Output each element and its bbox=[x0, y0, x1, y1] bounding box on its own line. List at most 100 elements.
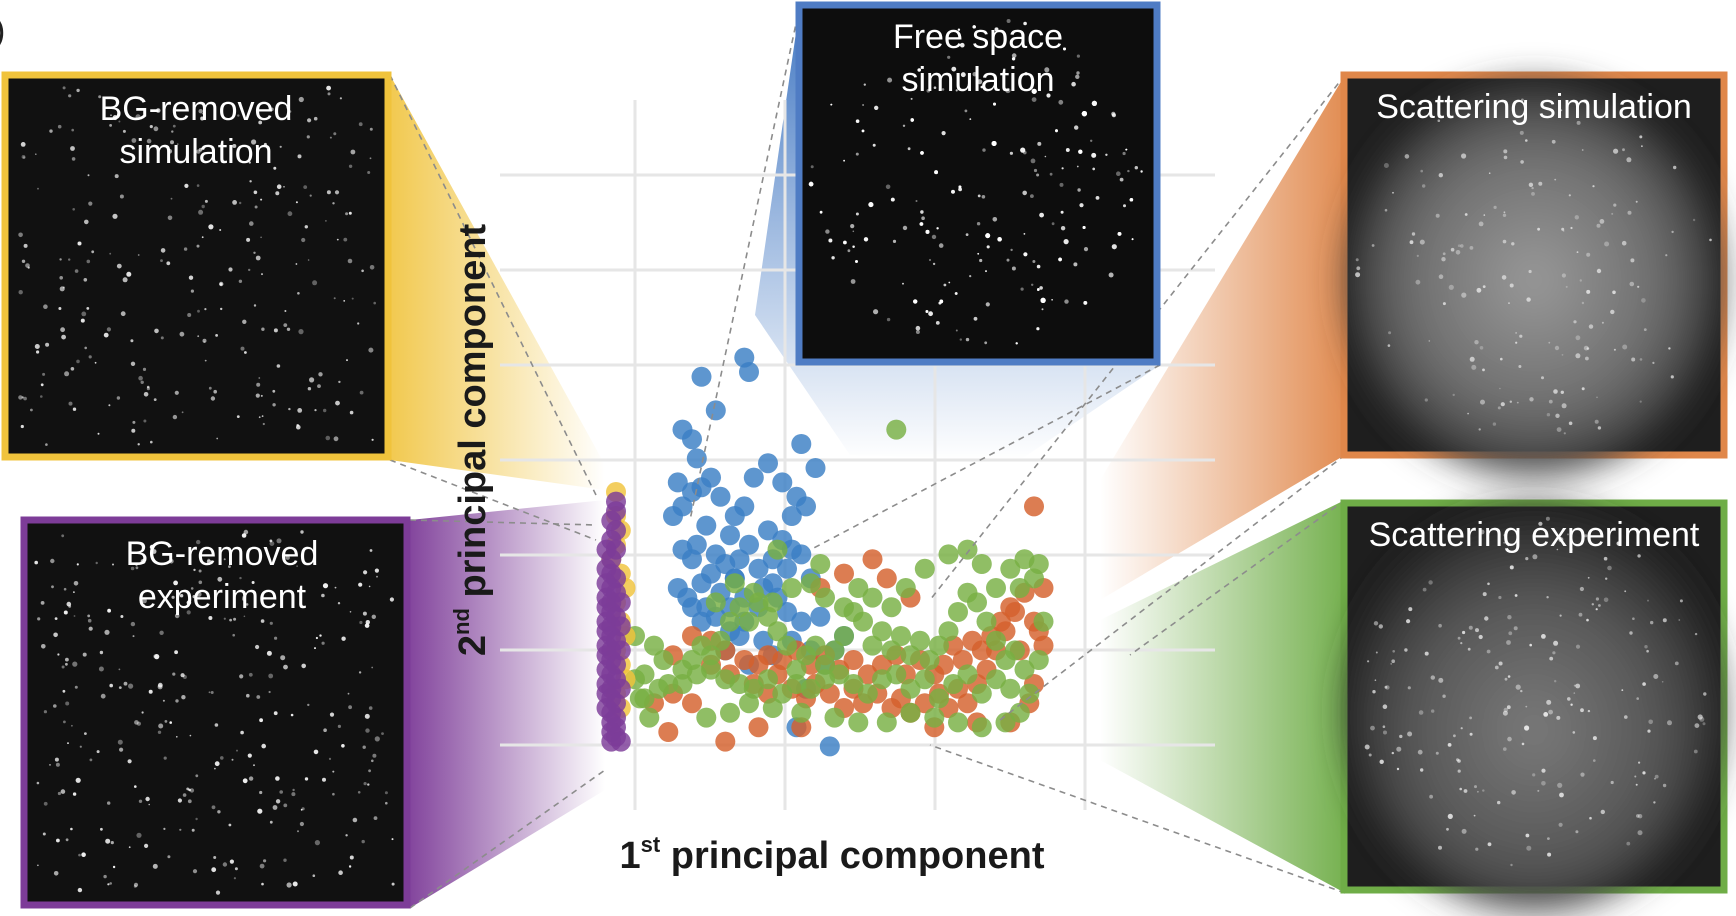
speckle bbox=[363, 570, 368, 575]
speckle bbox=[57, 653, 60, 656]
speckle bbox=[1515, 332, 1517, 334]
speckle bbox=[149, 544, 155, 550]
speckle bbox=[336, 238, 339, 241]
speckle bbox=[1580, 708, 1584, 713]
speckle bbox=[276, 364, 281, 368]
speckle bbox=[171, 130, 174, 133]
speckle bbox=[1581, 149, 1584, 151]
speckle bbox=[307, 259, 310, 261]
speckle bbox=[37, 187, 39, 190]
speckle bbox=[1468, 625, 1473, 630]
speckle bbox=[22, 156, 26, 159]
speckle bbox=[1030, 158, 1036, 164]
speckle bbox=[88, 201, 93, 206]
speckle bbox=[109, 683, 113, 688]
speckle bbox=[333, 132, 337, 136]
data-point bbox=[691, 477, 712, 498]
speckle bbox=[381, 732, 384, 735]
speckle bbox=[142, 604, 145, 607]
speckle bbox=[1610, 780, 1614, 785]
wedge-orange bbox=[1100, 75, 1345, 600]
speckle bbox=[985, 270, 987, 273]
speckle bbox=[1493, 205, 1497, 209]
speckle bbox=[874, 105, 879, 110]
speckle bbox=[243, 529, 249, 535]
speckle bbox=[152, 863, 158, 869]
data-point bbox=[739, 362, 759, 382]
speckle bbox=[55, 762, 60, 767]
speckle bbox=[1039, 286, 1043, 290]
speckle bbox=[1644, 645, 1648, 649]
speckle bbox=[872, 143, 876, 147]
speckle bbox=[1370, 725, 1375, 731]
speckle bbox=[25, 263, 30, 268]
speckle bbox=[1438, 173, 1444, 178]
speckle bbox=[1503, 149, 1508, 154]
speckle bbox=[1654, 777, 1656, 780]
speckle bbox=[1428, 340, 1431, 342]
data-point bbox=[857, 683, 878, 704]
speckle bbox=[273, 328, 278, 333]
speckle bbox=[955, 89, 958, 92]
speckle bbox=[1575, 683, 1581, 689]
speckle bbox=[1546, 699, 1552, 705]
speckle bbox=[58, 307, 62, 310]
speckle bbox=[915, 325, 921, 331]
speckle bbox=[72, 792, 77, 796]
data-point bbox=[948, 602, 968, 622]
speckle bbox=[164, 720, 168, 723]
speckle bbox=[286, 882, 292, 888]
speckle bbox=[376, 575, 378, 578]
speckle bbox=[23, 243, 28, 248]
speckle bbox=[160, 336, 164, 340]
speckle bbox=[1065, 148, 1070, 152]
speckle bbox=[334, 586, 337, 589]
speckle bbox=[960, 42, 965, 48]
speckle bbox=[306, 135, 310, 139]
data-point bbox=[667, 472, 688, 493]
speckle bbox=[322, 583, 329, 589]
speckle bbox=[338, 380, 341, 384]
speckle bbox=[181, 411, 184, 414]
speckle bbox=[272, 389, 276, 393]
speckle bbox=[75, 777, 81, 783]
speckle bbox=[1041, 308, 1044, 311]
speckle bbox=[179, 331, 185, 337]
speckle bbox=[283, 803, 288, 808]
speckle bbox=[198, 147, 203, 152]
speckle bbox=[361, 269, 364, 273]
speckle bbox=[1548, 399, 1553, 404]
speckle bbox=[1643, 328, 1647, 331]
speckle bbox=[214, 767, 216, 770]
speckle bbox=[1438, 845, 1442, 850]
speckle bbox=[262, 422, 265, 426]
haze-disc bbox=[1349, 85, 1719, 475]
speckle bbox=[1375, 651, 1378, 654]
speckle bbox=[1613, 148, 1619, 154]
data-point bbox=[881, 640, 902, 661]
speckle bbox=[144, 843, 149, 849]
speckle bbox=[208, 224, 214, 230]
speckle bbox=[973, 316, 978, 321]
speckle bbox=[1598, 604, 1601, 607]
speckle bbox=[1392, 191, 1394, 194]
speckle bbox=[272, 805, 278, 810]
speckle bbox=[1075, 74, 1080, 80]
speckle bbox=[1595, 597, 1599, 601]
speckle bbox=[76, 88, 80, 93]
speckle bbox=[1519, 334, 1523, 338]
y-axis-label: 2nd principal component bbox=[449, 224, 494, 657]
speckle bbox=[1583, 99, 1588, 104]
data-point bbox=[701, 659, 721, 680]
speckle bbox=[1503, 541, 1506, 544]
speckle bbox=[928, 311, 933, 317]
speckle bbox=[1396, 767, 1400, 771]
speckle bbox=[163, 827, 166, 831]
speckle bbox=[1033, 168, 1038, 173]
speckle bbox=[239, 576, 242, 580]
speckle bbox=[322, 777, 326, 782]
speckle bbox=[1636, 697, 1639, 700]
speckle bbox=[98, 666, 104, 672]
speckle bbox=[1374, 679, 1377, 681]
speckle bbox=[357, 791, 361, 794]
